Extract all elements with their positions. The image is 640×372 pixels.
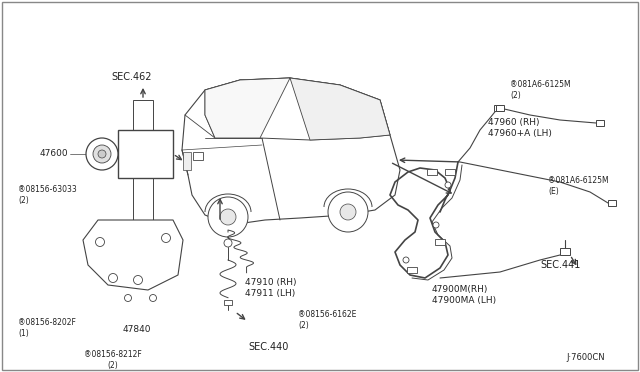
Bar	[435, 239, 445, 245]
Circle shape	[224, 239, 232, 247]
Bar	[445, 169, 455, 175]
Text: 47960 (RH)
47960+A (LH): 47960 (RH) 47960+A (LH)	[488, 118, 552, 138]
Text: 47840: 47840	[123, 325, 152, 334]
Circle shape	[340, 204, 356, 220]
Circle shape	[433, 222, 439, 228]
Circle shape	[109, 273, 118, 282]
Text: 47608: 47608	[136, 222, 164, 231]
Bar	[407, 267, 417, 273]
Bar	[608, 200, 616, 206]
Text: ®08156-6162E
(2): ®08156-6162E (2)	[298, 310, 356, 330]
Text: SEC.441: SEC.441	[540, 260, 580, 270]
Circle shape	[95, 237, 104, 247]
FancyBboxPatch shape	[118, 130, 173, 178]
Circle shape	[98, 150, 106, 158]
Polygon shape	[83, 220, 183, 290]
Bar	[183, 152, 191, 170]
Bar	[596, 120, 604, 126]
Bar	[224, 300, 232, 305]
Circle shape	[134, 276, 143, 285]
Circle shape	[208, 197, 248, 237]
Text: SEC.462: SEC.462	[112, 72, 152, 82]
Circle shape	[150, 295, 157, 301]
Text: ®08156-63033
(2): ®08156-63033 (2)	[18, 185, 77, 205]
Text: ®08156-8202F
(1): ®08156-8202F (1)	[18, 318, 76, 338]
Text: 47910 (RH)
47911 (LH): 47910 (RH) 47911 (LH)	[245, 278, 296, 298]
Text: SEC.440: SEC.440	[248, 342, 289, 352]
Circle shape	[445, 182, 451, 188]
Circle shape	[403, 257, 409, 263]
Text: 47600: 47600	[40, 150, 68, 158]
Circle shape	[86, 138, 118, 170]
Bar	[494, 105, 502, 111]
Bar	[560, 248, 570, 255]
Text: 47900M(RH)
47900MA (LH): 47900M(RH) 47900MA (LH)	[432, 285, 496, 305]
Bar	[193, 152, 203, 160]
Text: J·7600CN: J·7600CN	[566, 353, 605, 362]
Polygon shape	[205, 78, 390, 140]
Bar	[427, 169, 437, 175]
Bar	[496, 105, 504, 111]
Circle shape	[161, 234, 170, 243]
Circle shape	[328, 192, 368, 232]
Circle shape	[125, 295, 131, 301]
Circle shape	[220, 209, 236, 225]
Polygon shape	[182, 78, 400, 225]
Text: 52408X: 52408X	[93, 232, 127, 241]
Text: ®081A6-6125M
(2): ®081A6-6125M (2)	[510, 80, 571, 100]
Polygon shape	[133, 100, 153, 130]
Polygon shape	[205, 78, 290, 138]
Text: ®081A6-6125M
(E): ®081A6-6125M (E)	[548, 176, 609, 196]
Text: ®08156-8212F
(2): ®08156-8212F (2)	[84, 350, 142, 370]
Circle shape	[93, 145, 111, 163]
Polygon shape	[290, 78, 390, 140]
